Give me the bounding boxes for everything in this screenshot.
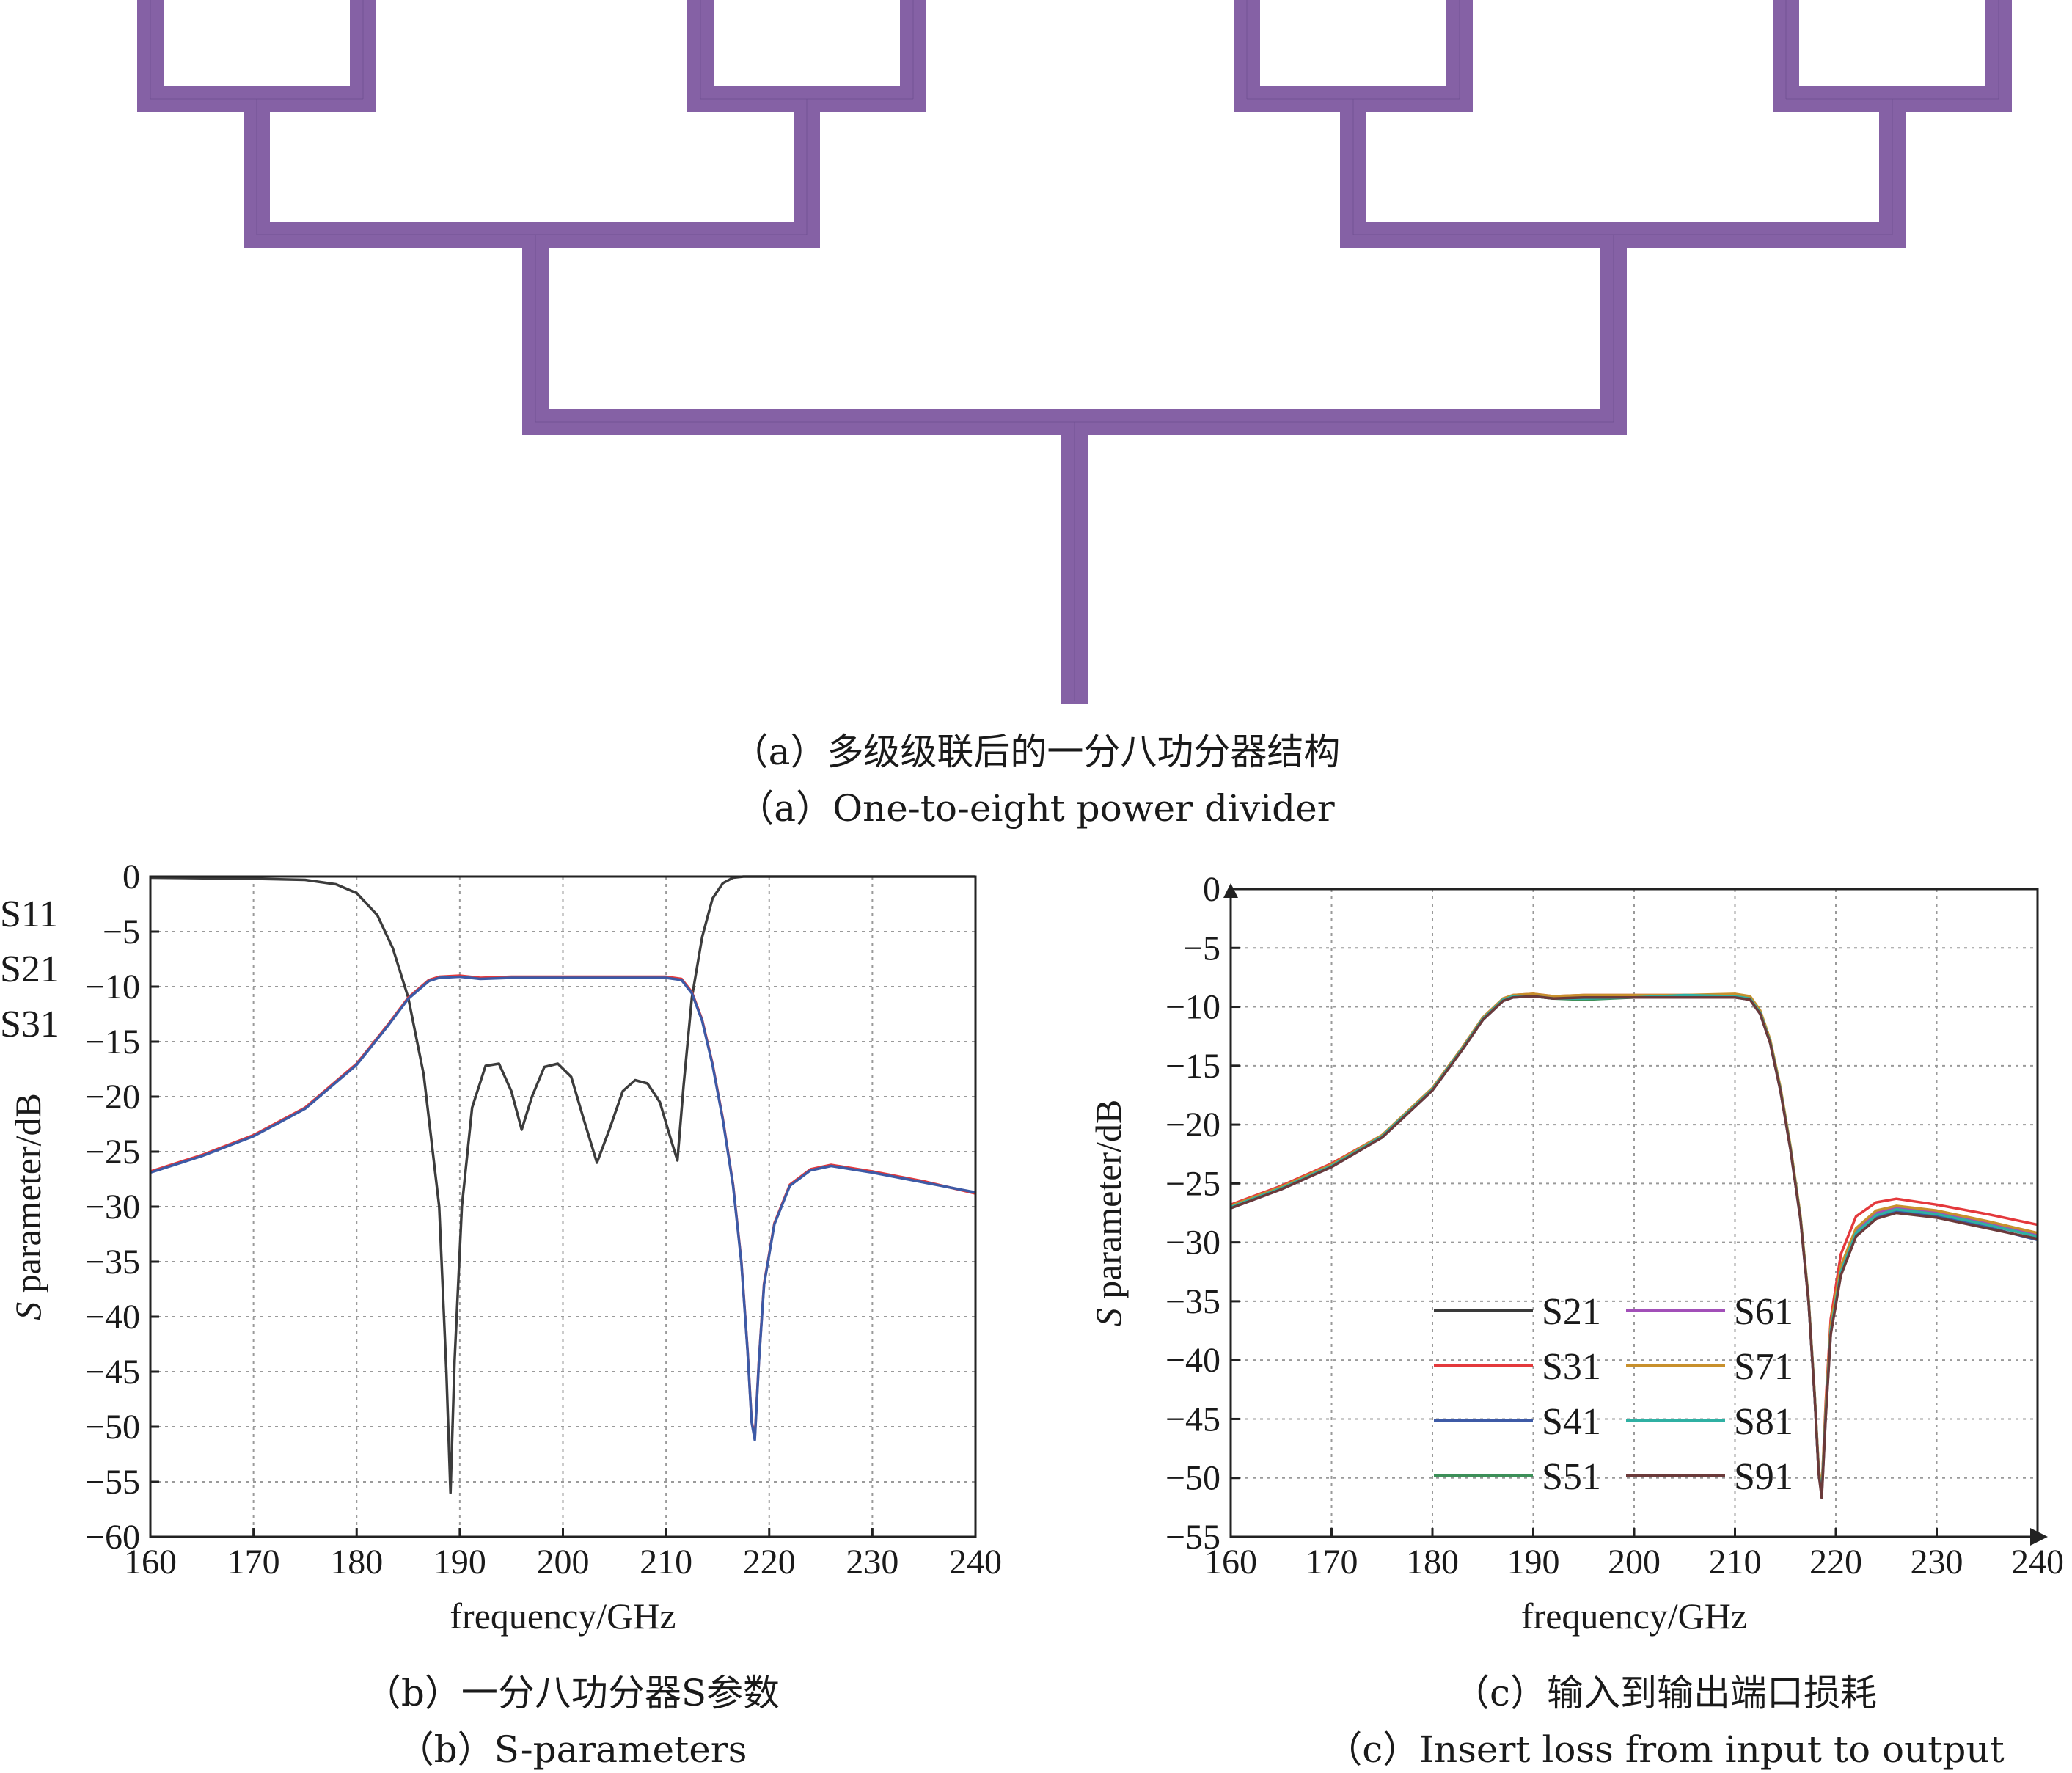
x-tick-label: 200 [537,1543,590,1582]
legend-label-s91: S91 [1734,1456,1793,1498]
y-tick-label: −40 [85,1298,140,1337]
grid [150,877,975,1537]
y-tick-label: −15 [1165,1047,1220,1086]
x-tick-label: 210 [640,1543,692,1582]
caption-a-en: （a）One-to-eight power divider [737,787,1335,830]
x-tick-label: 190 [1507,1543,1560,1582]
y-tick-label: −35 [1165,1282,1220,1321]
x-tick-label: 220 [1809,1543,1862,1582]
y-tick-label: −10 [1165,988,1220,1027]
chart-insert-loss: 160 170 180 190 200 210 220 230 240 0 −5 −10 −15 −20 −… [1088,870,2064,1637]
x-tick-label: 220 [743,1543,796,1582]
y-tick-label: −45 [85,1353,140,1392]
y-tick-label: −60 [85,1518,140,1557]
series-group [1230,992,2038,1499]
caption-c-en: （c）Insert loss from input to output [1325,1728,2005,1771]
grid [1231,889,2038,1537]
power-divider-diagram [137,0,2012,704]
y-tick-label: −55 [1165,1518,1220,1557]
legend-label-s81: S81 [1734,1401,1793,1443]
legend-label-s21: S21 [1542,1291,1601,1333]
caption-c-cn: （c）输入到输出端口损耗 [1452,1672,1877,1714]
series-line-s91 [1230,995,2038,1499]
y-axis-arrow [1223,883,1238,898]
y-tick-label: −30 [85,1188,140,1227]
legend-label-s41: S41 [1542,1401,1601,1443]
caption-a-cn: （a）多级级联后的一分八功分器结构 [731,731,1341,773]
x-tick-label: 180 [1406,1543,1459,1582]
y-tick-label: −40 [1165,1341,1220,1380]
legend: S11 S21 S31 [0,893,59,1045]
x-tick-label: 230 [846,1543,898,1582]
legend-label-s61: S61 [1734,1291,1793,1333]
y-tick-label: −25 [85,1133,140,1171]
x-tick-label: 160 [124,1543,177,1582]
y-tick-label: −5 [1183,929,1220,968]
y-tick-label: −25 [1165,1164,1220,1203]
x-tick-label: 190 [433,1543,486,1582]
legend-label-s71: S71 [1734,1346,1793,1388]
y-tick-label: −50 [1165,1459,1220,1498]
x-axis-label: frequency/GHz [1521,1595,1747,1637]
legend-label-s51: S51 [1542,1456,1601,1498]
y-tick-label: −10 [85,968,140,1006]
caption-b-cn: （b）一分八功分器S参数 [364,1672,780,1714]
y-tick-label: −20 [1165,1105,1220,1144]
legend-label-s31: S31 [0,1004,59,1045]
x-tick-label: 210 [1709,1543,1762,1582]
y-tick-label: −50 [85,1408,140,1447]
series-group [150,875,976,1494]
y-tick-label: −35 [85,1243,140,1282]
y-tick-label: 0 [1203,870,1220,909]
series-line-s11 [150,875,975,1494]
x-tick-label: 200 [1608,1543,1661,1582]
x-tick-label: 170 [1306,1543,1358,1582]
x-tick-label: 160 [1204,1543,1257,1582]
y-axis-label: S parameter/dB [7,1093,48,1320]
y-tick-label: 0 [122,858,140,896]
legend-label-s21: S21 [0,948,59,990]
series-line-s31 [150,975,976,1441]
divider-traces [137,0,2012,704]
y-tick-label: −55 [85,1463,140,1502]
legend: S21 S31 S41 S51 S61 S71 S81 S91 [1434,1291,1793,1498]
x-tick-label: 240 [2011,1543,2064,1582]
y-tick-label: −15 [85,1023,140,1061]
x-tick-label: 230 [1911,1543,1963,1582]
y-tick-label: −45 [1165,1400,1220,1438]
x-tick-label: 180 [330,1543,383,1582]
chart-s-parameters: 160 170 180 190 200 210 220 230 240 0 −5 −10 −15 −20 −… [0,858,1002,1637]
y-axis-label: S parameter/dB [1088,1100,1129,1327]
y-tick-label: −20 [85,1078,140,1116]
x-tick-label: 240 [949,1543,1002,1582]
y-tick-label: −5 [103,913,140,951]
x-tick-label: 170 [227,1543,280,1582]
x-axis-label: frequency/GHz [450,1595,676,1637]
legend-label-s31: S31 [1542,1346,1601,1388]
y-tick-label: −30 [1165,1224,1220,1262]
caption-b-en: （b）S-parameters [397,1728,747,1771]
x-axis-arrow [2030,1528,2048,1546]
legend-label-s11: S11 [0,893,58,935]
